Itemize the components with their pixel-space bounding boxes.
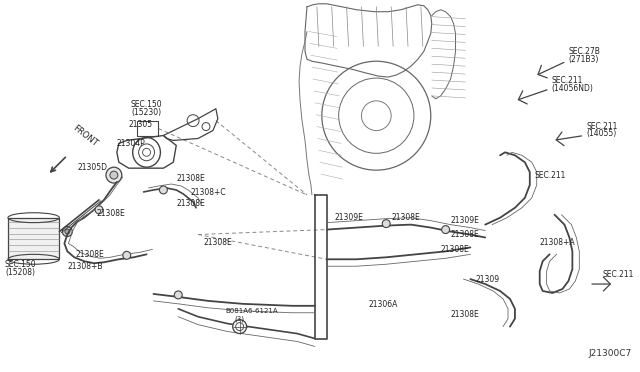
Text: 21308E: 21308E [176, 174, 205, 183]
Text: SEC.150: SEC.150 [5, 260, 36, 269]
Text: 21308E: 21308E [451, 310, 479, 319]
Text: 21308E: 21308E [76, 250, 104, 259]
Text: (3): (3) [235, 315, 244, 322]
Text: 21309E: 21309E [451, 216, 479, 225]
Text: 21309E: 21309E [335, 213, 364, 222]
Circle shape [62, 227, 72, 237]
Text: 21305: 21305 [129, 119, 153, 129]
Text: 21308E: 21308E [203, 238, 232, 247]
Text: 21309: 21309 [476, 275, 499, 284]
Text: 21308+C: 21308+C [190, 188, 226, 197]
Circle shape [95, 206, 103, 214]
Text: 21308E: 21308E [176, 199, 205, 208]
Text: (15230): (15230) [131, 108, 162, 117]
Text: 21308E: 21308E [96, 209, 125, 218]
Circle shape [123, 251, 131, 259]
Text: 21306A: 21306A [369, 300, 397, 309]
Circle shape [442, 225, 449, 234]
Circle shape [159, 186, 167, 194]
Circle shape [174, 291, 182, 299]
Text: 21308+A: 21308+A [540, 238, 575, 247]
Text: SEC.27B: SEC.27B [568, 47, 600, 56]
Circle shape [110, 171, 118, 179]
Text: FRONT: FRONT [71, 124, 99, 148]
Text: J21300C7: J21300C7 [588, 349, 632, 358]
Text: (271B3): (271B3) [568, 55, 599, 64]
Text: SEC.211: SEC.211 [535, 171, 566, 180]
Text: 21305D: 21305D [77, 163, 108, 172]
Circle shape [106, 167, 122, 183]
Text: 21308+B: 21308+B [67, 262, 103, 271]
Bar [8, 218, 60, 259]
Circle shape [382, 220, 390, 228]
Text: SEC.150: SEC.150 [131, 100, 163, 109]
Text: 21308E: 21308E [451, 231, 479, 240]
Circle shape [65, 229, 70, 234]
Circle shape [233, 320, 246, 334]
Text: 21308E: 21308E [441, 245, 469, 254]
Text: SEC.211: SEC.211 [586, 122, 618, 131]
Text: (14056ND): (14056ND) [552, 84, 593, 93]
Text: (14055): (14055) [586, 129, 616, 138]
Text: 21304P: 21304P [117, 140, 146, 148]
Text: 21308E: 21308E [391, 213, 420, 222]
Text: SEC.211: SEC.211 [602, 270, 634, 279]
Text: SEC.211: SEC.211 [552, 76, 583, 85]
Text: B081A6-6121A: B081A6-6121A [226, 308, 278, 314]
Text: (15208): (15208) [5, 268, 35, 277]
